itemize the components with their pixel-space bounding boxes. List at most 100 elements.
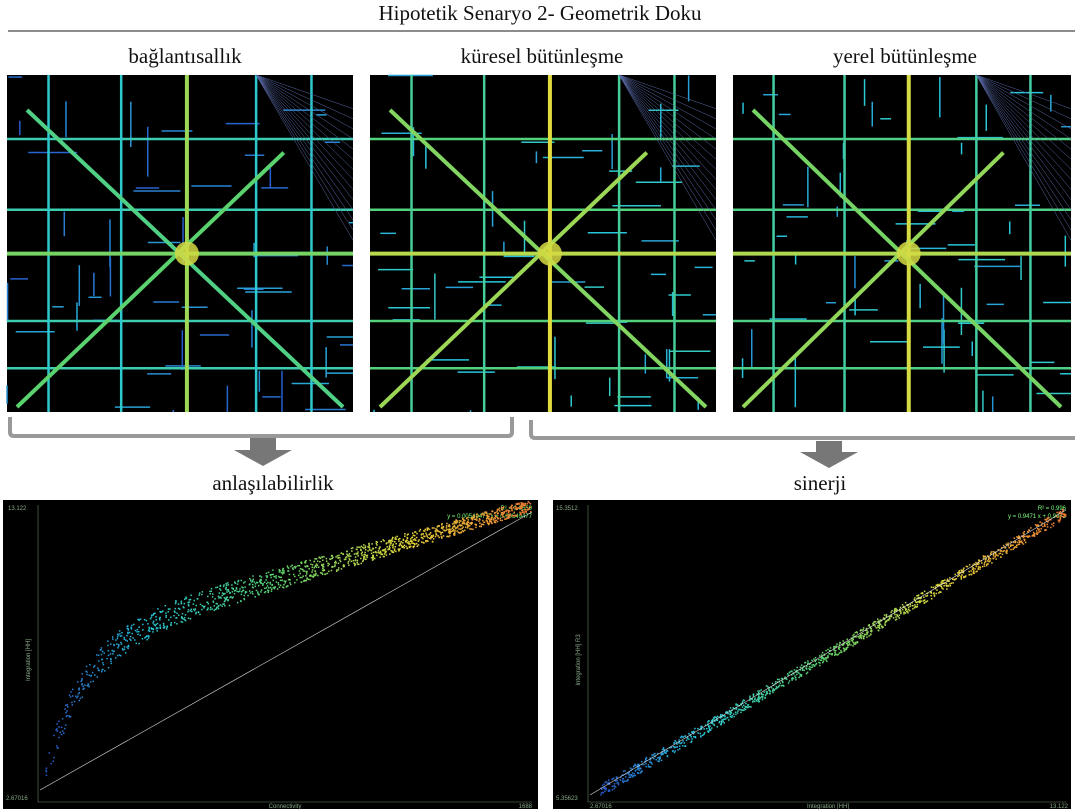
scatter-point bbox=[182, 621, 184, 623]
scatter-point bbox=[841, 651, 843, 653]
map-background bbox=[733, 75, 1071, 412]
scatter-point bbox=[613, 778, 615, 780]
scatter-point bbox=[137, 629, 139, 631]
scatter-point bbox=[209, 591, 211, 593]
scatter-point bbox=[366, 557, 368, 559]
scatter-point bbox=[993, 558, 995, 560]
scatter-point bbox=[309, 579, 311, 581]
scatter-point bbox=[991, 562, 993, 564]
scatter-point bbox=[331, 555, 333, 557]
scatter-point bbox=[360, 549, 362, 551]
scatter-point bbox=[96, 654, 98, 656]
scatter-point bbox=[961, 574, 963, 576]
scatter-point bbox=[725, 712, 727, 714]
scatter-point bbox=[64, 728, 66, 730]
scatter-point bbox=[163, 625, 165, 627]
scatter-point bbox=[183, 607, 185, 609]
scatter-point bbox=[117, 636, 119, 638]
scatter-point bbox=[997, 555, 999, 557]
scatter-point bbox=[855, 632, 857, 634]
scatter-point bbox=[81, 678, 83, 680]
scatter-point bbox=[138, 643, 140, 645]
scatter-point bbox=[156, 630, 158, 632]
scatter-point bbox=[870, 634, 872, 636]
scatter-point bbox=[307, 566, 309, 568]
scatter-point bbox=[501, 520, 503, 522]
scatter-point bbox=[379, 546, 381, 548]
scatter-point bbox=[470, 522, 472, 524]
x-max: 13.122 bbox=[1050, 804, 1069, 810]
scatter-point bbox=[421, 533, 423, 535]
scatter-point bbox=[372, 555, 374, 557]
scatter-point bbox=[130, 636, 132, 638]
scatter-point bbox=[178, 614, 180, 616]
scatter-point bbox=[342, 553, 344, 555]
scatter-point bbox=[393, 543, 395, 545]
scatter-point bbox=[782, 685, 784, 687]
scatter-point bbox=[138, 626, 140, 628]
scatter-point bbox=[225, 583, 227, 585]
scatter-point bbox=[125, 639, 127, 641]
scatter-point bbox=[395, 538, 397, 540]
scatter-point bbox=[387, 549, 389, 551]
scatter-point bbox=[418, 539, 420, 541]
scatter-point bbox=[496, 511, 498, 513]
scatter-point bbox=[351, 550, 353, 552]
scatter-point bbox=[249, 590, 251, 592]
scatter-point bbox=[963, 569, 965, 571]
scatter-point bbox=[433, 527, 435, 529]
scatter-point bbox=[242, 587, 244, 589]
scatter-point bbox=[66, 710, 68, 712]
scatter-point bbox=[329, 558, 331, 560]
scatter-point bbox=[395, 543, 397, 545]
scatter-point bbox=[1065, 515, 1067, 517]
scatter-point bbox=[325, 573, 327, 575]
scatter-point bbox=[1037, 534, 1039, 536]
scatter-point bbox=[791, 679, 793, 681]
scatter-point bbox=[500, 519, 502, 521]
scatter-point bbox=[184, 603, 186, 605]
scatter-point bbox=[294, 582, 296, 584]
scatter-point bbox=[733, 713, 735, 715]
core bbox=[175, 242, 199, 266]
scatter-point bbox=[336, 570, 338, 572]
scatter-point bbox=[527, 507, 529, 509]
scatter-point bbox=[78, 689, 80, 691]
scatter-point bbox=[128, 629, 130, 631]
scatter-point bbox=[326, 560, 328, 562]
scatter-point bbox=[767, 686, 769, 688]
scatter-point bbox=[481, 524, 483, 526]
scatter-point bbox=[764, 697, 766, 699]
scatter-point bbox=[328, 571, 330, 573]
scatter-point bbox=[175, 601, 177, 603]
scatter-point bbox=[284, 580, 286, 582]
scatter-point bbox=[149, 628, 151, 630]
scatter-point bbox=[956, 578, 958, 580]
scatter-point bbox=[786, 678, 788, 680]
scatter-point bbox=[827, 655, 829, 657]
scatter-point bbox=[379, 552, 381, 554]
scatter-point bbox=[273, 587, 275, 589]
scatter-point bbox=[992, 551, 994, 553]
scatter-point bbox=[908, 607, 910, 609]
scatter-point bbox=[914, 604, 916, 606]
scatter-point bbox=[852, 639, 854, 641]
scatter-point bbox=[282, 570, 284, 572]
scatter-point bbox=[974, 568, 976, 570]
scatter-point bbox=[778, 685, 780, 687]
scatter-point bbox=[982, 566, 984, 568]
scatter-point bbox=[1030, 527, 1032, 529]
scatter-point bbox=[355, 559, 357, 561]
scatter-point bbox=[1040, 528, 1042, 530]
scatter-point bbox=[717, 716, 719, 718]
scatter-point bbox=[809, 669, 811, 671]
scatter-point bbox=[84, 684, 86, 686]
scatter-point bbox=[511, 510, 512, 512]
scatter-point bbox=[922, 592, 924, 594]
scatter-point bbox=[98, 670, 100, 672]
scatter-point bbox=[991, 551, 993, 553]
scatter-point bbox=[737, 712, 739, 714]
scatter-point bbox=[508, 511, 510, 513]
scatter-point bbox=[254, 581, 256, 583]
scatter-point bbox=[624, 770, 626, 772]
